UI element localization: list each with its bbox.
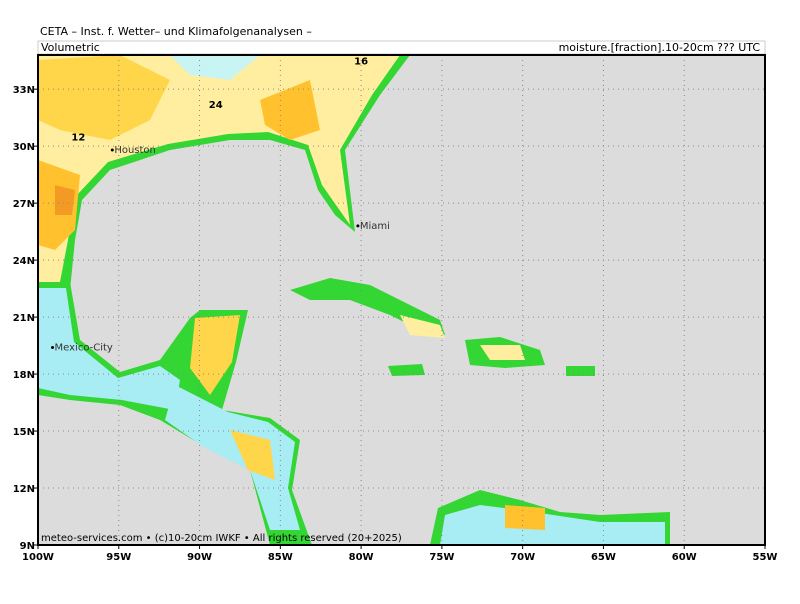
lon-tick-label: 75W (429, 552, 454, 563)
lon-tick-label: 80W (349, 552, 374, 563)
city-marker (110, 148, 114, 152)
lat-tick-label: 30N (13, 142, 35, 153)
lat-tick-label: 15N (13, 427, 35, 438)
lon-tick-label: 100W (22, 552, 54, 563)
header-title: CETA – Inst. f. Wetter– und Klimafolgena… (40, 25, 312, 38)
city-label: Mexico-City (55, 342, 113, 353)
city-label: Houston (114, 145, 156, 156)
lat-tick-label: 21N (13, 313, 35, 324)
map-frame (37, 54, 766, 546)
lon-tick-label: 90W (187, 552, 212, 563)
city-marker (51, 345, 55, 349)
lon-tick-label: 70W (510, 552, 535, 563)
lat-tick-label: 33N (13, 85, 35, 96)
lat-tick-label: 12N (13, 484, 35, 495)
lat-tick-label: 18N (13, 370, 35, 381)
contour-label: 16 (354, 56, 368, 67)
city-marker (356, 224, 360, 228)
header-left: Volumetric (41, 41, 100, 54)
lon-tick-label: 65W (591, 552, 616, 563)
lat-tick-label: 27N (13, 199, 35, 210)
header-right: moisture.[fraction].10-20cm ??? UTC (559, 41, 761, 54)
lat-tick-label: 9N (20, 541, 35, 552)
lon-tick-label: 60W (672, 552, 697, 563)
lon-tick-label: 95W (106, 552, 131, 563)
land (38, 55, 670, 545)
footer: meteo-services.com • (c)10-20cm IWKF • A… (41, 533, 402, 544)
lon-tick-label: 85W (268, 552, 293, 563)
city-label: Miami (360, 221, 390, 232)
contour-label: 12 (71, 132, 85, 143)
contour-label: 24 (209, 100, 223, 111)
lat-tick-label: 24N (13, 256, 35, 267)
map-labels: 100W 95W 90W 85W 80W 75W 70W 65W 60W 55W 9N 12N 15N 1… (13, 56, 778, 563)
lon-tick-label: 55W (753, 552, 778, 563)
